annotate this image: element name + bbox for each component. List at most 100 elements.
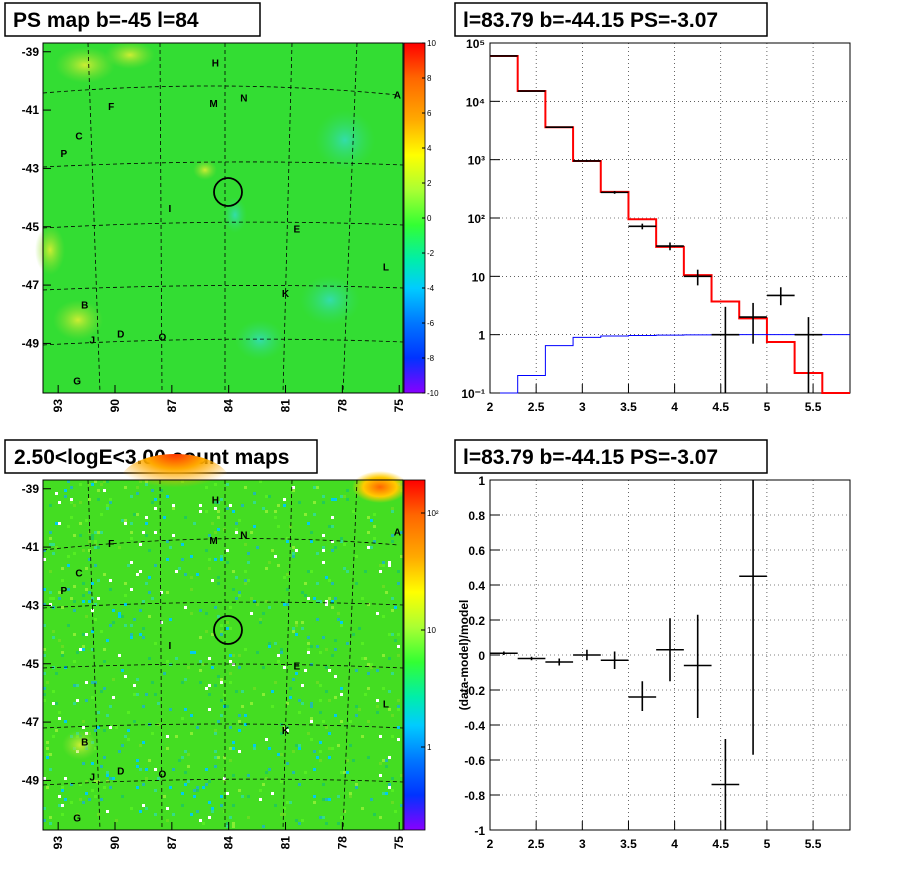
- y-tick-label: -1: [474, 824, 485, 838]
- count-map-pixel: [46, 756, 49, 759]
- count-map-pixel: [232, 774, 235, 777]
- count-map-pixel: [229, 726, 232, 729]
- count-map-pixel: [94, 618, 97, 621]
- count-map-pixel: [43, 807, 46, 810]
- count-map-pixel: [382, 687, 385, 690]
- count-map-pixel: [82, 645, 85, 648]
- count-map-pixel: [43, 549, 46, 552]
- count-map-pixel: [331, 498, 334, 501]
- count-map-pixel: [355, 786, 358, 789]
- count-map-pixel: [199, 636, 202, 639]
- count-map-pixel: [94, 795, 97, 798]
- count-map-pixel: [334, 696, 337, 699]
- count-map-pixel: [58, 717, 61, 720]
- count-map-pixel: [142, 531, 145, 534]
- count-map-pixel: [292, 630, 295, 633]
- count-map-pixel: [238, 591, 241, 594]
- count-map-pixel: [61, 789, 64, 792]
- count-map-pixel: [112, 777, 115, 780]
- x-tick-label: 3: [579, 837, 586, 851]
- y-tick-label: 10⁻¹: [461, 387, 485, 401]
- count-map-pixel: [235, 690, 238, 693]
- count-map-pixel: [82, 633, 85, 636]
- count-map-pixel: [292, 771, 295, 774]
- count-map-pixel: [310, 531, 313, 534]
- y-tick-label: -39: [22, 482, 40, 496]
- count-map-pixel: [193, 522, 196, 525]
- count-map-pixel: [265, 771, 268, 774]
- count-map-pixel: [370, 798, 373, 801]
- y-tick-label: -0.8: [464, 789, 485, 803]
- count-map-pixel: [337, 618, 340, 621]
- y-tick-label: 10³: [468, 154, 485, 168]
- source-label: A: [394, 527, 401, 538]
- count-map-pixel: [97, 726, 100, 729]
- count-map-pixel: [388, 657, 391, 660]
- count-map-pixel: [367, 756, 370, 759]
- count-map-pixel: [145, 534, 148, 537]
- count-map-pixel: [391, 714, 394, 717]
- count-map-pixel: [313, 801, 316, 804]
- count-map-pixel: [253, 600, 256, 603]
- count-map-pixel: [115, 819, 118, 822]
- count-map-pixel: [274, 642, 277, 645]
- count-map-pixel: [154, 642, 157, 645]
- count-map-pixel: [241, 690, 244, 693]
- count-map-pixel: [124, 735, 127, 738]
- y-tick-label: -49: [22, 773, 40, 787]
- count-map-pixel: [91, 597, 94, 600]
- count-map-pixel: [190, 612, 193, 615]
- count-map-pixel: [238, 720, 241, 723]
- count-map-pixel: [193, 795, 196, 798]
- count-map-pixel: [280, 780, 283, 783]
- count-map-pixel: [271, 792, 274, 795]
- count-map-pixel: [127, 738, 130, 741]
- count-map-pixel: [61, 654, 64, 657]
- ps-map-y-axis: -39 -41 -43 -45 -47 -49: [22, 45, 51, 350]
- count-map-pixel: [298, 744, 301, 747]
- source-label: O: [158, 770, 166, 781]
- count-map-pixel: [124, 624, 127, 627]
- count-map-pixel: [301, 702, 304, 705]
- count-map-pixel: [325, 576, 328, 579]
- count-map-pixel: [241, 795, 244, 798]
- source-label: B: [81, 737, 88, 748]
- count-map-pixel: [187, 780, 190, 783]
- count-map-pixel: [211, 810, 214, 813]
- source-label: F: [108, 539, 114, 550]
- count-map-pixel: [313, 513, 316, 516]
- count-map-pixel: [244, 579, 247, 582]
- count-map-pixel: [106, 507, 109, 510]
- count-map-pixel: [301, 627, 304, 630]
- count-map-pixel: [67, 564, 70, 567]
- count-map-pixel: [85, 792, 88, 795]
- count-map-pixel: [46, 681, 49, 684]
- count-map-pixel: [154, 789, 157, 792]
- count-map-pixel: [280, 753, 283, 756]
- count-map-pixel: [178, 567, 181, 570]
- source-label: A: [394, 90, 401, 101]
- count-map-pixel: [322, 561, 325, 564]
- source-label: H: [212, 495, 219, 506]
- count-map-pixel: [262, 783, 265, 786]
- count-map-pixel: [394, 606, 397, 609]
- count-map-pixel: [397, 582, 400, 585]
- count-map-pixel: [247, 561, 250, 564]
- count-map-pixel: [217, 756, 220, 759]
- count-map-pixel: [70, 498, 73, 501]
- count-map-pixel: [217, 615, 220, 618]
- count-map-pixel: [70, 486, 73, 489]
- count-map-pixel: [382, 792, 385, 795]
- count-map-pixel: [49, 816, 52, 819]
- count-map-pixel: [271, 549, 274, 552]
- count-map-pixel: [241, 705, 244, 708]
- count-map-pixel: [136, 573, 139, 576]
- count-map-pixel: [331, 654, 334, 657]
- count-map-pixel: [142, 636, 145, 639]
- count-map-pixel: [274, 510, 277, 513]
- count-map-pixel: [391, 510, 394, 513]
- count-map-pixel: [223, 780, 226, 783]
- count-map-pixel: [256, 546, 259, 549]
- count-map-pixel: [142, 600, 145, 603]
- count-map-pixel: [115, 726, 118, 729]
